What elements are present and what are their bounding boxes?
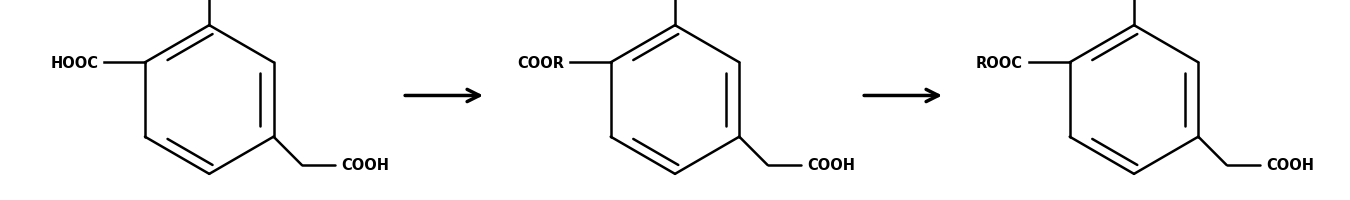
Text: COOH: COOH bbox=[1266, 158, 1314, 173]
Text: COOR: COOR bbox=[517, 56, 564, 70]
Text: HOOC: HOOC bbox=[50, 56, 99, 70]
Text: ROOC: ROOC bbox=[976, 56, 1023, 70]
Text: COOH: COOH bbox=[342, 158, 389, 173]
Text: COOH: COOH bbox=[807, 158, 855, 173]
